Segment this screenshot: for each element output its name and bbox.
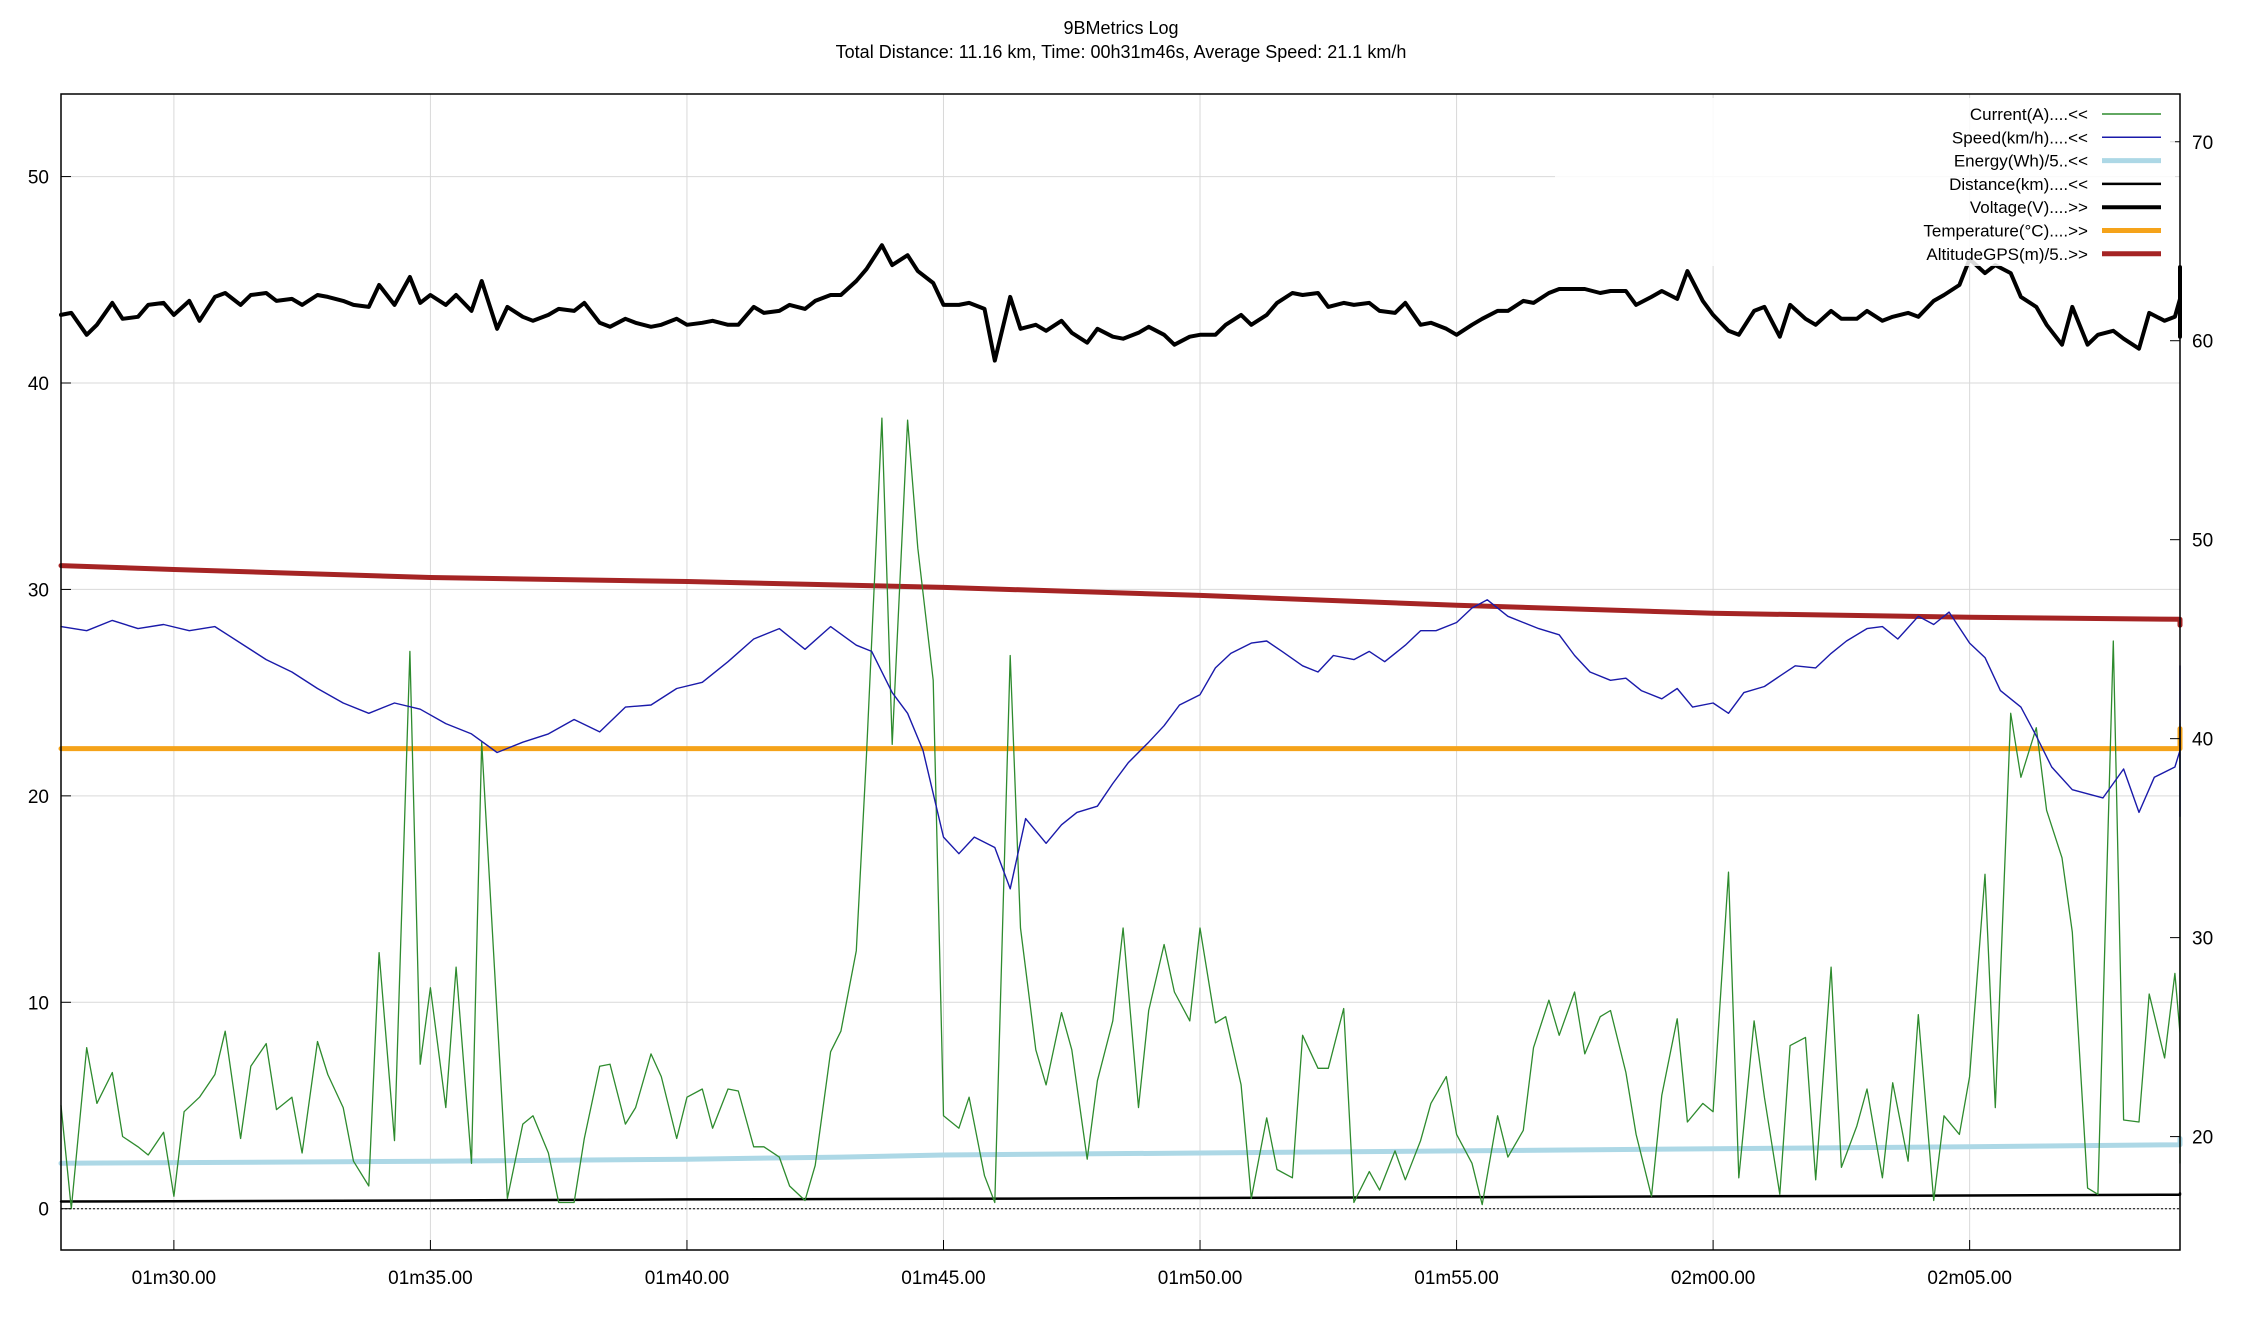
legend-box (1555, 98, 2175, 266)
chart-subtitle: Total Distance: 11.16 km, Time: 00h31m46… (836, 42, 1407, 62)
series-line (60, 417, 2181, 1210)
y-tick-label: 10 (28, 993, 49, 1014)
grid-lines (61, 94, 2180, 1250)
y2-tick-label: 70 (2192, 133, 2213, 154)
y2-tick-label: 30 (2192, 929, 2213, 950)
plot-frame (60, 93, 2181, 1251)
x-tick-label: 01m55.00 (1414, 1268, 1499, 1289)
series-line (58, 1136, 2183, 1166)
axes-layer: 0 10 20 30 40 50 20 30 40 50 60 70 01m30.00 01m35.00 0… (28, 133, 2213, 1289)
chart-title: 9BMetrics Log (1063, 18, 1178, 38)
legend-label: Temperature(°C)....>> (1923, 222, 2088, 241)
y-tick-label: 20 (28, 787, 49, 808)
y2-tick-label: 40 (2192, 730, 2213, 751)
series-line (59, 1192, 2182, 1203)
x-tick-label: 01m35.00 (388, 1268, 473, 1289)
y2-tick-label: 60 (2192, 332, 2213, 353)
legend-label: Voltage(V)....>> (1970, 198, 2088, 217)
y-tick-label: 40 (28, 374, 49, 395)
legend-label: Speed(km/h)....<< (1952, 128, 2088, 147)
x-tick-label: 01m45.00 (901, 1268, 986, 1289)
x-tick-label: 02m00.00 (1671, 1268, 1756, 1289)
x-tick-label: 01m30.00 (132, 1268, 217, 1289)
legend-label: Current(A)....<< (1970, 105, 2088, 124)
legend-label: AltitudeGPS(m)/5..>> (1926, 245, 2088, 264)
y-tick-label: 30 (28, 580, 49, 601)
y-tick-label: 50 (28, 168, 49, 189)
series-line (58, 726, 2183, 752)
x-tick-label: 01m50.00 (1158, 1268, 1243, 1289)
series-line (58, 563, 2183, 628)
series-layer (58, 243, 2183, 1210)
x-tick-label: 01m40.00 (645, 1268, 730, 1289)
legend-label: Distance(km)....<< (1949, 175, 2088, 194)
y2-tick-label: 20 (2192, 1128, 2213, 1149)
series-line (60, 599, 2181, 890)
legend: Current(A)....<< Speed(km/h)....<< Energy(… (1555, 98, 2175, 266)
y2-tick-label: 50 (2192, 531, 2213, 552)
y-tick-label: 0 (38, 1200, 49, 1221)
x-tick-label: 02m05.00 (1927, 1268, 2012, 1289)
legend-label: Energy(Wh)/5..<< (1954, 152, 2088, 171)
